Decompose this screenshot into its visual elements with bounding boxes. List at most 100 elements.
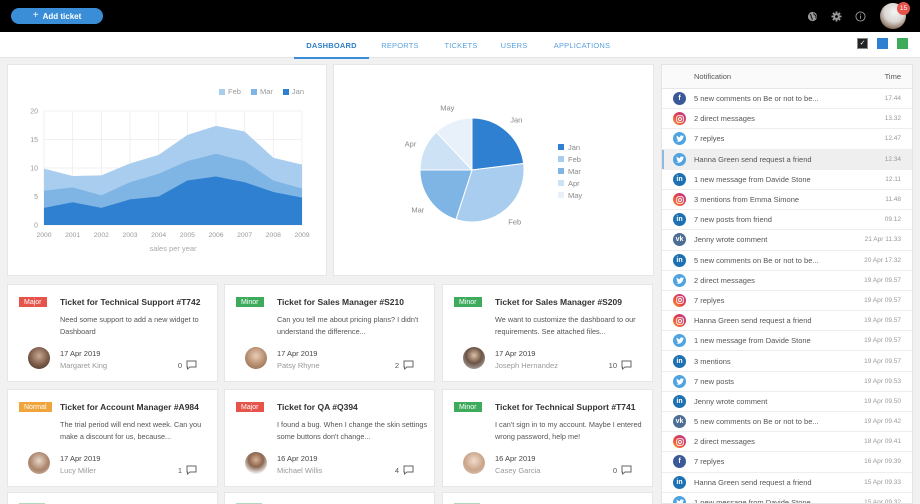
ticket-card[interactable] bbox=[442, 492, 653, 504]
notification-row[interactable]: 7 new posts 19 Apr 09.53 bbox=[662, 372, 912, 392]
user-avatar-button[interactable]: 15 bbox=[880, 2, 910, 29]
tab-applications[interactable]: APPLICATIONS bbox=[553, 40, 611, 50]
notification-row[interactable]: in Jenny wrote comment 19 Apr 09.50 bbox=[662, 392, 912, 412]
twitter-icon bbox=[673, 374, 686, 388]
ticket-title[interactable]: Ticket for Sales Manager #S210 bbox=[277, 297, 404, 307]
notification-row[interactable]: f 5 new comments on Be or not to be... 17.… bbox=[662, 89, 912, 110]
comments-count[interactable]: 0 bbox=[613, 465, 632, 475]
linkedin-icon: in bbox=[673, 253, 686, 267]
ticket-card[interactable] bbox=[224, 492, 435, 504]
ticket-title[interactable]: Ticket for Technical Support #T741 bbox=[495, 402, 636, 412]
notification-text: Hanna Green send request a friend bbox=[694, 477, 812, 487]
twitter-icon bbox=[673, 334, 686, 348]
time-column-header[interactable]: Time bbox=[884, 72, 901, 81]
legend-item-mar[interactable]: Mar bbox=[250, 87, 273, 96]
notification-time: 13.32 bbox=[884, 115, 901, 123]
notification-text: 2 direct messages bbox=[694, 114, 755, 124]
instagram-icon bbox=[673, 435, 686, 449]
notification-text: 1 new message from Davide Stone bbox=[694, 174, 811, 184]
globe-icon[interactable] bbox=[806, 10, 818, 22]
ticket-description: We want to customize the dashboard to ou… bbox=[495, 315, 636, 336]
notification-row[interactable]: 1 new message from Davide Stone 19 Apr 09… bbox=[662, 331, 912, 352]
pie-legend-may[interactable]: May bbox=[558, 189, 582, 201]
ticket-date: 16 Apr 2019 bbox=[495, 454, 536, 463]
theme-dark-swatch[interactable]: ✓ bbox=[857, 38, 868, 49]
notification-row[interactable]: 2 direct messages 18 Apr 09.41 bbox=[662, 432, 912, 453]
notification-time: 15 Apr 09.33 bbox=[864, 478, 901, 486]
notification-row[interactable]: in 1 new message from Davide Stone 12.11 bbox=[662, 170, 912, 190]
theme-green-swatch[interactable] bbox=[897, 38, 908, 49]
ticket-card[interactable]: Normal Ticket for Account Manager #A984 Th… bbox=[7, 389, 218, 487]
linkedin-icon: in bbox=[673, 172, 686, 186]
plus-icon: + bbox=[32, 10, 39, 21]
notification-row[interactable]: Hanna Green send request a friend 19 Apr … bbox=[662, 311, 912, 332]
notification-row[interactable]: 7 replyes 12.47 bbox=[662, 129, 912, 150]
notification-column-header[interactable]: Notification bbox=[694, 72, 732, 81]
notification-time: 18 Apr 09.41 bbox=[864, 438, 901, 446]
tab-tickets[interactable]: TICKETS bbox=[444, 40, 478, 50]
ticket-card[interactable]: Major Ticket for Technical Support #T742 N… bbox=[7, 284, 218, 382]
notification-row[interactable]: in 3 mentions 19 Apr 09.57 bbox=[662, 351, 912, 372]
tab-reports[interactable]: REPORTS bbox=[381, 40, 419, 50]
notification-row[interactable]: 2 direct messages 13.32 bbox=[662, 109, 912, 130]
notification-row[interactable]: 2 direct messages 19 Apr 09.57 bbox=[662, 271, 912, 291]
svg-text:2009: 2009 bbox=[294, 232, 309, 239]
author-avatar bbox=[28, 452, 50, 474]
ticket-card[interactable]: Major Ticket for QA #Q394 I found a bug. W… bbox=[224, 389, 435, 487]
ticket-card[interactable]: Minor Ticket for Technical Support #T741 I… bbox=[442, 389, 653, 487]
notification-time: 21 Apr 11.33 bbox=[864, 236, 901, 244]
notification-text: 5 new comments on Be or not to be... bbox=[694, 94, 819, 104]
ticket-author: Margaret King bbox=[60, 361, 108, 370]
ticket-title[interactable]: Ticket for Technical Support #T742 bbox=[60, 297, 201, 307]
comments-count-value: 10 bbox=[608, 360, 617, 370]
notification-row[interactable]: vk Jenny wrote comment 21 Apr 11.33 bbox=[662, 230, 912, 251]
notification-row[interactable]: in 5 new comments on Be or not to be... 20… bbox=[662, 251, 912, 271]
pie-legend-apr[interactable]: Apr bbox=[558, 177, 582, 189]
pie-chart-legend: Jan Feb Mar Apr May bbox=[558, 141, 582, 201]
pie-legend-feb[interactable]: Feb bbox=[558, 153, 582, 165]
pie-legend-mar[interactable]: Mar bbox=[558, 165, 582, 177]
author-avatar bbox=[463, 452, 485, 474]
ticket-title[interactable]: Ticket for Account Manager #A984 bbox=[60, 402, 199, 412]
notification-row[interactable]: in Hanna Green send request a friend 15 Ap… bbox=[662, 473, 912, 493]
comments-count[interactable]: 1 bbox=[178, 465, 197, 475]
ticket-card[interactable]: Minor Ticket for Sales Manager #S209 We wa… bbox=[442, 284, 653, 382]
priority-badge: Normal bbox=[19, 402, 52, 412]
pie-legend-jan[interactable]: Jan bbox=[558, 141, 582, 153]
ticket-date: 17 Apr 2019 bbox=[495, 349, 536, 358]
notification-text: 7 replyes bbox=[694, 457, 725, 467]
notification-row[interactable]: vk 5 new comments on Be or not to be... 19… bbox=[662, 412, 912, 433]
notification-row[interactable]: 7 replyes 19 Apr 09.57 bbox=[662, 291, 912, 312]
legend-item-feb[interactable]: Feb bbox=[219, 87, 241, 96]
comment-icon bbox=[403, 360, 414, 370]
ticket-card[interactable] bbox=[7, 492, 218, 504]
notification-row[interactable]: in 7 new posts from friend 09.12 bbox=[662, 210, 912, 231]
info-icon[interactable] bbox=[854, 10, 866, 22]
legend-item-jan[interactable]: Jan bbox=[282, 87, 304, 96]
add-ticket-button[interactable]: + Add ticket bbox=[11, 8, 103, 24]
theme-blue-swatch[interactable] bbox=[877, 38, 888, 49]
notification-row[interactable]: Hanna Green send request a friend 12.34 bbox=[662, 149, 912, 170]
notification-count-badge: 15 bbox=[897, 2, 910, 15]
svg-text:sales per year: sales per year bbox=[149, 244, 197, 253]
comments-count[interactable]: 0 bbox=[178, 360, 197, 370]
linkedin-icon: in bbox=[673, 354, 686, 368]
comments-count[interactable]: 2 bbox=[395, 360, 414, 370]
priority-badge: Minor bbox=[236, 297, 264, 307]
svg-text:2008: 2008 bbox=[266, 232, 281, 239]
notification-row[interactable]: 1 new message from Davide Stone 15 Apr 09… bbox=[662, 493, 912, 503]
comments-count[interactable]: 10 bbox=[609, 360, 632, 370]
tab-users[interactable]: USERS bbox=[500, 40, 528, 50]
gear-icon[interactable] bbox=[830, 10, 842, 22]
ticket-title[interactable]: Ticket for Sales Manager #S209 bbox=[495, 297, 622, 307]
notification-text: 7 new posts bbox=[694, 376, 735, 386]
notification-row[interactable]: f 7 replyes 16 Apr 09.39 bbox=[662, 452, 912, 473]
ticket-card[interactable]: Minor Ticket for Sales Manager #S210 Can y… bbox=[224, 284, 435, 382]
tab-dashboard[interactable]: DASHBOARD bbox=[294, 32, 369, 59]
comments-count[interactable]: 4 bbox=[395, 465, 414, 475]
notification-row[interactable]: 3 mentions from Emma Simone 11.48 bbox=[662, 190, 912, 211]
comment-icon bbox=[403, 465, 414, 475]
ticket-title[interactable]: Ticket for QA #Q394 bbox=[277, 402, 358, 412]
ticket-author: Michael Willis bbox=[277, 466, 323, 475]
svg-text:0: 0 bbox=[34, 223, 38, 230]
